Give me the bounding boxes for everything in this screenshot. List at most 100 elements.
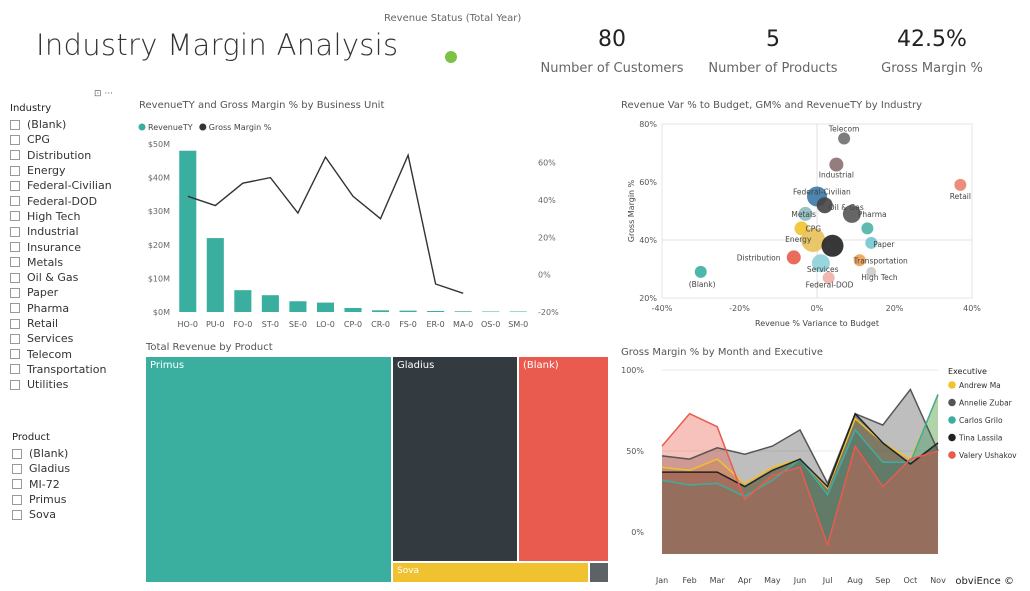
- product-slicer-item[interactable]: Gladius: [12, 461, 132, 476]
- page-title: Industry Margin Analysis: [36, 28, 399, 62]
- industry-slicer-item-label: Telecom: [27, 347, 72, 361]
- x-tick: Jan: [655, 576, 668, 585]
- checkbox-icon[interactable]: [10, 119, 20, 130]
- industry-slicer-item[interactable]: Insurance: [10, 239, 130, 254]
- point-label: (Blank): [689, 280, 716, 289]
- scatter-point: [801, 228, 826, 252]
- industry-slicer-item[interactable]: Energy: [10, 163, 130, 178]
- x-tick: CP-0: [344, 320, 362, 329]
- y-left-tick: $0M: [153, 308, 170, 317]
- treemap-tile-label: Primus: [150, 360, 185, 371]
- checkbox-icon[interactable]: [10, 226, 20, 237]
- scatter-point: [866, 266, 877, 277]
- industry-slicer-item[interactable]: High Tech: [10, 209, 130, 224]
- area-chart-title: Gross Margin % by Month and Executive: [621, 347, 824, 358]
- point-label: CPG: [806, 224, 822, 233]
- industry-slicer-item[interactable]: Distribution: [10, 148, 130, 163]
- industry-slicer-item[interactable]: Oil & Gas: [10, 270, 130, 285]
- kpi-gross-margin-value: 42.5%: [897, 27, 967, 52]
- industry-slicer-item[interactable]: Retail: [10, 316, 130, 331]
- treemap-tile[interactable]: (Blank): [519, 357, 608, 561]
- point-label: Services: [807, 265, 839, 274]
- checkbox-icon[interactable]: [10, 165, 20, 176]
- checkbox-icon[interactable]: [10, 303, 20, 314]
- product-slicer-item[interactable]: Sova: [12, 507, 132, 522]
- checkbox-icon[interactable]: [10, 272, 20, 283]
- industry-slicer-item[interactable]: (Blank): [10, 117, 130, 132]
- product-slicer-item[interactable]: MI-72: [12, 477, 132, 492]
- industry-slicer-item[interactable]: Metals: [10, 255, 130, 270]
- kpi-customers-label: Number of Customers: [540, 61, 684, 76]
- gm-area-chart: 0% 50% 100% Jan Feb Mar Apr May Jun Jul Aug Sep Oct N…: [621, 366, 1017, 585]
- checkbox-icon[interactable]: [10, 318, 20, 329]
- slicer-options-icon[interactable]: ⊡ ···: [94, 89, 113, 99]
- checkbox-icon[interactable]: [12, 494, 22, 505]
- checkbox-icon[interactable]: [12, 509, 22, 520]
- checkbox-icon[interactable]: [10, 180, 20, 191]
- revenue-bar: [427, 310, 445, 312]
- industry-slicer-item[interactable]: Utilities: [10, 377, 130, 392]
- industry-slicer-item[interactable]: Pharma: [10, 301, 130, 316]
- checkbox-icon[interactable]: [10, 364, 20, 375]
- checkbox-icon[interactable]: [10, 211, 20, 222]
- footer-brand: obviEnce ©: [955, 576, 1014, 587]
- revenue-bar: [344, 307, 362, 312]
- industry-slicer-item[interactable]: Paper: [10, 285, 130, 300]
- scatter-point: [816, 197, 833, 214]
- checkbox-icon[interactable]: [10, 134, 20, 145]
- checkbox-icon[interactable]: [10, 349, 20, 360]
- industry-slicer-item[interactable]: Services: [10, 331, 130, 346]
- y-left-tick: $50M: [148, 140, 170, 149]
- checkbox-icon[interactable]: [12, 479, 22, 490]
- industry-slicer-item[interactable]: Federal-Civilian: [10, 178, 130, 193]
- industry-slicer-item[interactable]: Transportation: [10, 362, 130, 377]
- industry-slicer-item-label: Transportation: [27, 362, 107, 376]
- checkbox-icon[interactable]: [10, 150, 20, 161]
- y-tick: 60%: [639, 178, 657, 187]
- x-tick: ER-0: [426, 320, 444, 329]
- point-label: Paper: [873, 240, 895, 249]
- checkbox-icon[interactable]: [10, 196, 20, 207]
- y-tick: 50%: [626, 447, 644, 456]
- y-right-tick: 60%: [538, 159, 556, 168]
- y-left-tick: $20M: [148, 241, 170, 250]
- checkbox-icon[interactable]: [10, 333, 20, 344]
- y-tick: 80%: [639, 120, 657, 129]
- product-slicer-item[interactable]: (Blank): [12, 446, 132, 461]
- checkbox-icon[interactable]: [12, 463, 22, 474]
- y-left-tick: $10M: [148, 274, 170, 283]
- legend-marker-icon: [948, 398, 956, 407]
- checkbox-icon[interactable]: [10, 379, 20, 390]
- scatter-point: [838, 132, 851, 145]
- x-tick: PU-0: [206, 320, 225, 329]
- checkbox-icon[interactable]: [10, 242, 20, 253]
- industry-slicer-item-label: CPG: [27, 133, 50, 147]
- treemap-tile[interactable]: MI-72: [590, 563, 608, 582]
- checkbox-icon[interactable]: [10, 257, 20, 268]
- treemap-tile[interactable]: Primus: [146, 357, 391, 582]
- product-slicer-item[interactable]: Primus: [12, 492, 132, 507]
- product-slicer-item-label: Primus: [29, 493, 67, 507]
- industry-slicer-item[interactable]: Telecom: [10, 346, 130, 361]
- area-series: [662, 413, 938, 554]
- y-right-tick: -20%: [538, 308, 559, 317]
- checkbox-icon[interactable]: [12, 448, 22, 459]
- product-treemap: Primus Gladius (Blank) Sova MI-72: [146, 357, 608, 582]
- y-tick: 20%: [639, 294, 657, 303]
- revenue-bar: [234, 290, 252, 312]
- treemap-tile-label: (Blank): [523, 360, 559, 371]
- x-tick: Nov: [930, 576, 946, 585]
- legend-label: Tina Lassila: [958, 434, 1003, 443]
- y-tick: 0%: [631, 528, 644, 537]
- area-series: [662, 394, 938, 554]
- treemap-tile[interactable]: Gladius: [393, 357, 517, 561]
- legend-label: Carlos Grilo: [959, 416, 1003, 425]
- y-right-tick: 0%: [538, 271, 551, 280]
- checkbox-icon[interactable]: [10, 287, 20, 298]
- industry-slicer-item[interactable]: Industrial: [10, 224, 130, 239]
- x-tick: ST-0: [262, 320, 279, 329]
- industry-slicer-item[interactable]: CPG: [10, 132, 130, 147]
- x-tick: -40%: [652, 304, 673, 313]
- treemap-tile[interactable]: Sova: [393, 563, 588, 582]
- industry-slicer-item[interactable]: Federal-DOD: [10, 193, 130, 208]
